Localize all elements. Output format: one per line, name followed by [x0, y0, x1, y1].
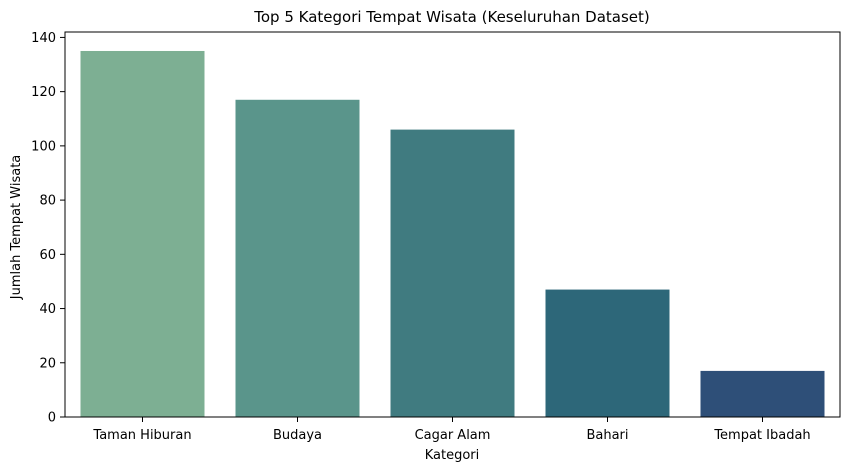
- bar-budaya: [235, 99, 360, 418]
- y-tick-label: 0: [48, 411, 56, 426]
- y-tick-label: 80: [39, 194, 56, 209]
- x-tick-label: Bahari: [586, 428, 628, 443]
- x-tick-label: Cagar Alam: [415, 428, 491, 443]
- x-tick-label: Tempat Ibadah: [713, 428, 810, 443]
- x-tick-label: Budaya: [273, 428, 322, 443]
- y-tick-label: 60: [39, 248, 56, 263]
- y-axis-label: Jumlah Tempat Wisata: [9, 155, 24, 301]
- bar-taman-hiburan: [80, 50, 205, 417]
- plot-area: Taman Hiburan Budaya Cagar Alam Bahari Tempa…: [31, 31, 825, 443]
- bar-cagar-alam: [390, 129, 515, 417]
- bar-bahari: [545, 289, 670, 417]
- x-tick-label: Taman Hiburan: [92, 428, 191, 443]
- x-axis-label: Kategori: [425, 448, 480, 463]
- y-tick-label: 40: [39, 302, 56, 317]
- plot-frame: [64, 31, 841, 418]
- chart-title: Top 5 Kategori Tempat Wisata (Keseluruha…: [253, 8, 650, 26]
- y-tick-label: 20: [39, 356, 56, 371]
- bar-tempat-ibadah: [700, 370, 825, 417]
- y-tick-label: 120: [31, 85, 56, 100]
- y-tick-label: 140: [31, 31, 56, 46]
- y-tick-label: 100: [31, 139, 56, 154]
